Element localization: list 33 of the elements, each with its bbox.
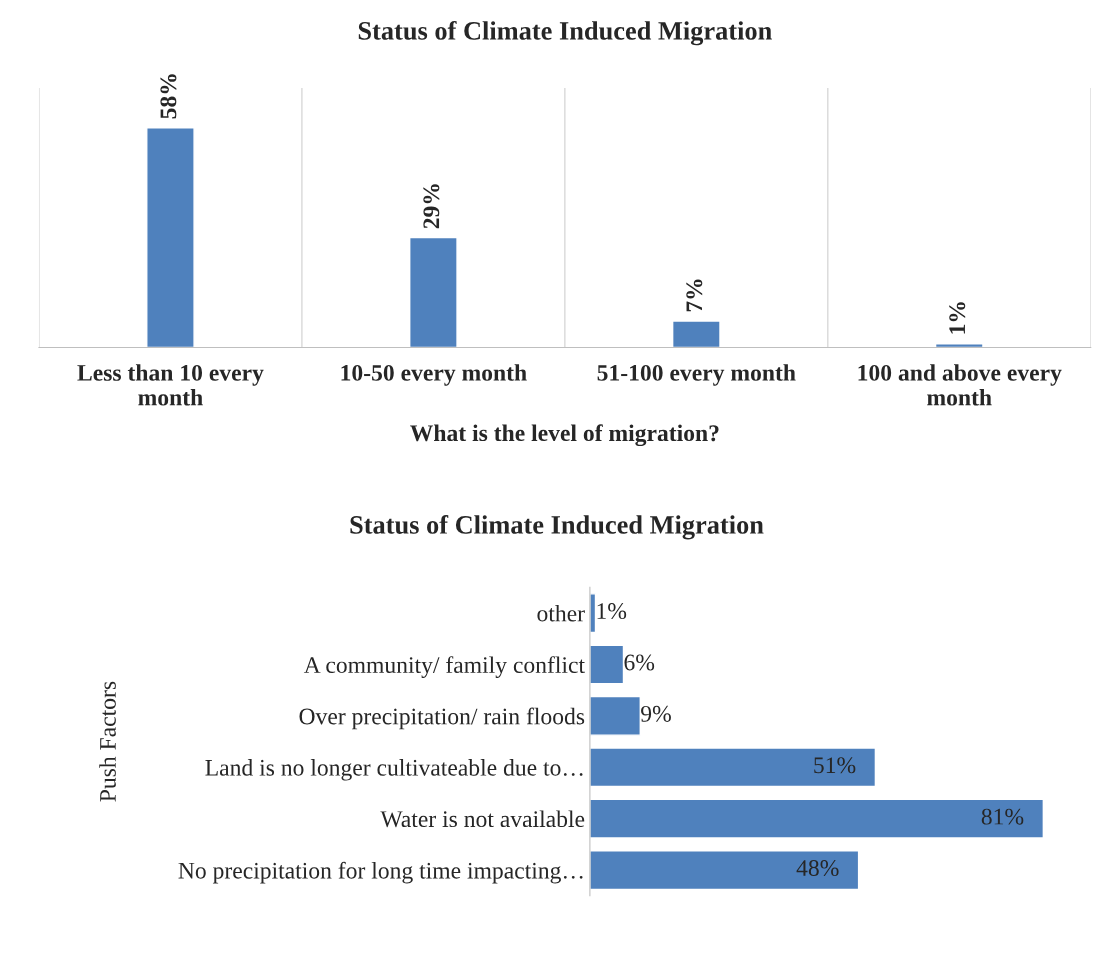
data-label: 1% <box>949 302 966 334</box>
x-axis-title: What is the level of migration? <box>410 424 719 447</box>
data-label: 81% <box>981 808 1024 825</box>
bar <box>409 236 458 348</box>
data-label: 7% <box>686 279 703 312</box>
bar <box>146 126 195 348</box>
x-tick-label: Less than 10 every month <box>77 364 264 406</box>
bar <box>589 798 1045 839</box>
data-label: 9% <box>641 705 671 722</box>
y-tick-label: other <box>537 604 585 622</box>
bar <box>589 747 877 788</box>
bar <box>589 644 625 685</box>
chart-title: Status of Climate Induced Migration <box>358 20 772 46</box>
y-tick-label: Land is no longer cultivateable due to… <box>205 759 583 781</box>
data-label: 1% <box>597 603 627 620</box>
y-tick-label: Water is not available <box>380 810 585 828</box>
x-tick-label: 100 and above every month <box>858 364 1062 406</box>
data-label: 29% <box>423 184 440 229</box>
x-tick-label: 10-50 every month <box>341 364 527 386</box>
y-tick-label: Over precipitation/ rain floods <box>299 707 585 730</box>
bar <box>671 320 721 348</box>
bar <box>589 850 860 891</box>
data-label: 58% <box>160 74 177 119</box>
bar <box>934 343 984 348</box>
y-tick-label: No precipitation for long time impacting… <box>178 861 583 884</box>
data-label: 6% <box>624 654 655 671</box>
data-label: 51% <box>814 757 856 774</box>
y-axis-title: Push Factors <box>99 681 116 802</box>
x-tick-label: 51-100 every month <box>597 364 796 386</box>
y-tick-label: A community/ family conflict <box>303 656 585 678</box>
chart-title: Status of Climate Induced Migration <box>350 514 764 540</box>
bar <box>589 695 641 736</box>
data-label: 48% <box>796 860 839 877</box>
